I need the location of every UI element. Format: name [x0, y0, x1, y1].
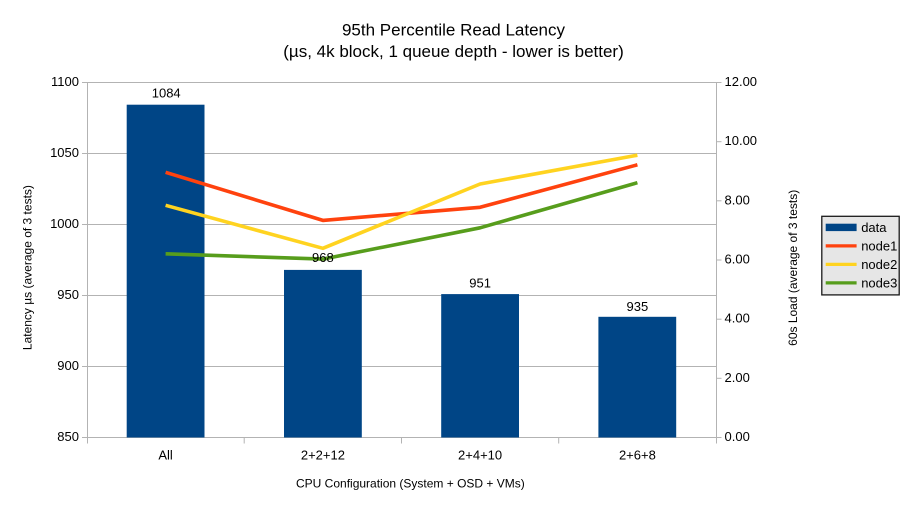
svg-text:1100: 1100: [51, 74, 79, 89]
svg-text:951: 951: [469, 276, 491, 291]
svg-text:data: data: [861, 220, 887, 235]
svg-text:1000: 1000: [50, 216, 79, 231]
svg-text:12.00: 12.00: [725, 74, 758, 89]
svg-text:2.00: 2.00: [725, 370, 750, 385]
svg-text:1050: 1050: [50, 145, 79, 160]
svg-text:CPU Configuration (System + OS: CPU Configuration (System + OSD + VMs): [296, 476, 525, 490]
svg-text:Latency µs (average of 3 tests: Latency µs (average of 3 tests): [21, 185, 35, 350]
svg-text:node3: node3: [861, 276, 897, 291]
svg-text:900: 900: [57, 358, 79, 373]
svg-text:node1: node1: [861, 239, 897, 254]
svg-text:All: All: [158, 448, 173, 463]
svg-text:850: 850: [57, 429, 79, 444]
svg-text:node2: node2: [861, 257, 897, 272]
svg-text:10.00: 10.00: [725, 133, 758, 148]
svg-text:2+6+8: 2+6+8: [619, 448, 656, 463]
svg-text:935: 935: [627, 299, 649, 314]
svg-text:8.00: 8.00: [725, 192, 750, 207]
svg-text:1084: 1084: [152, 85, 181, 100]
svg-text:4.00: 4.00: [725, 311, 750, 326]
svg-text:95th Percentile Read Latency: 95th Percentile Read Latency: [342, 20, 566, 39]
svg-text:(µs, 4k block, 1 queue depth -: (µs, 4k block, 1 queue depth - lower is …: [283, 42, 624, 61]
svg-text:950: 950: [57, 287, 79, 302]
svg-text:2+2+12: 2+2+12: [301, 448, 345, 463]
svg-text:968: 968: [312, 250, 334, 265]
svg-text:2+4+10: 2+4+10: [458, 448, 502, 463]
svg-text:0.00: 0.00: [725, 429, 750, 444]
svg-text:6.00: 6.00: [725, 252, 750, 267]
svg-text:60s Load (average of 3 tests): 60s Load (average of 3 tests): [786, 190, 800, 346]
